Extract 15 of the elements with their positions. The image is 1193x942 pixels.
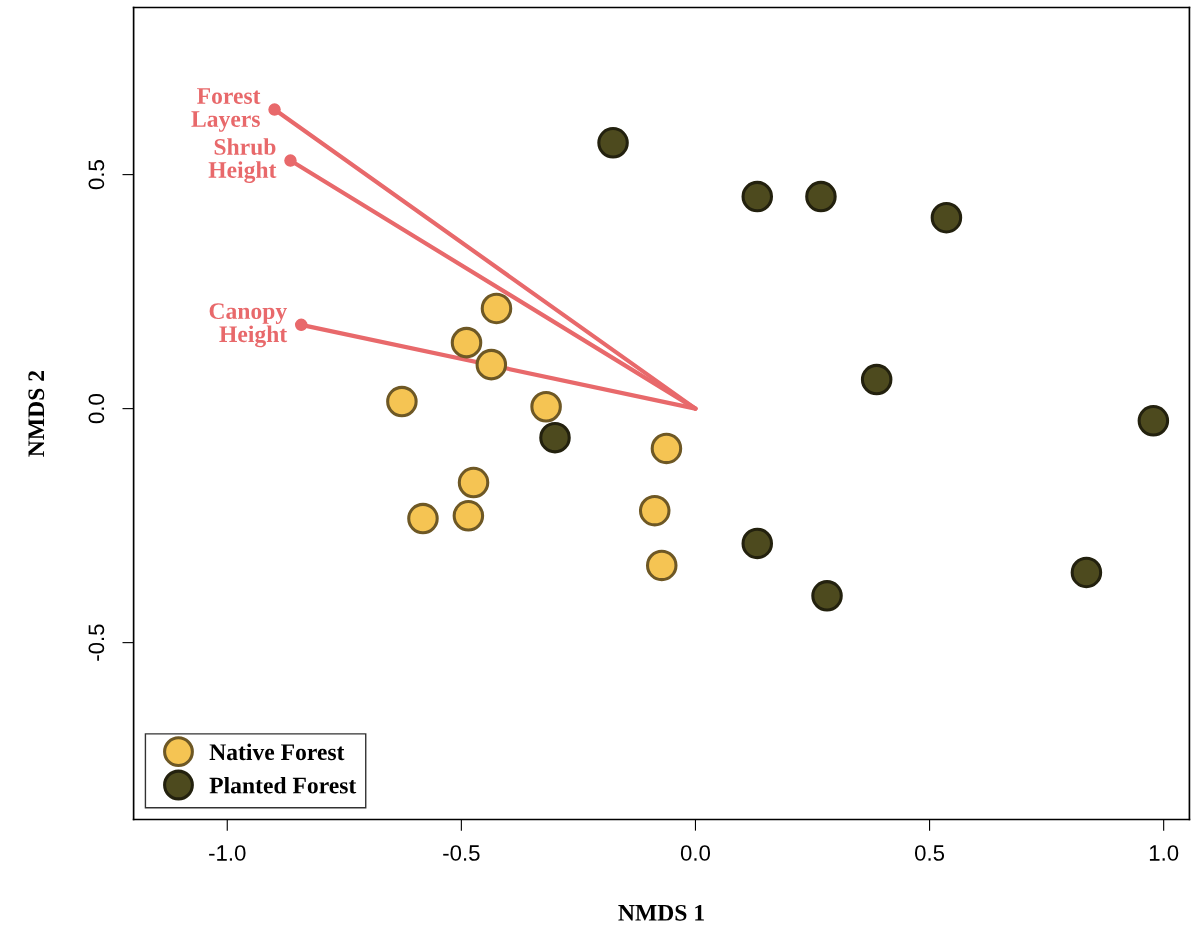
legend-label: Native Forest [209, 743, 345, 761]
y-axis-title: NMDS 2 [28, 370, 45, 457]
series-label: Shrub Height [208, 138, 277, 183]
x-tick-label: -0.5 [443, 845, 480, 861]
x-tick-label: 0.5 [914, 845, 945, 861]
y-tick-label: 0.0 [88, 394, 105, 424]
series-label: Forest Layers [191, 88, 261, 132]
x-tick-label: 0.0 [680, 845, 711, 861]
legend-label: Planted Forest [209, 776, 357, 794]
y-tick-label: 0.5 [88, 160, 105, 190]
y-tick-label: -0.5 [88, 624, 105, 661]
x-axis-title: NMDS 1 [618, 904, 704, 921]
series-label: Canopy Height [209, 303, 288, 348]
x-tick-label: -1.0 [209, 845, 246, 861]
x-tick-label: 1.0 [1149, 845, 1179, 861]
